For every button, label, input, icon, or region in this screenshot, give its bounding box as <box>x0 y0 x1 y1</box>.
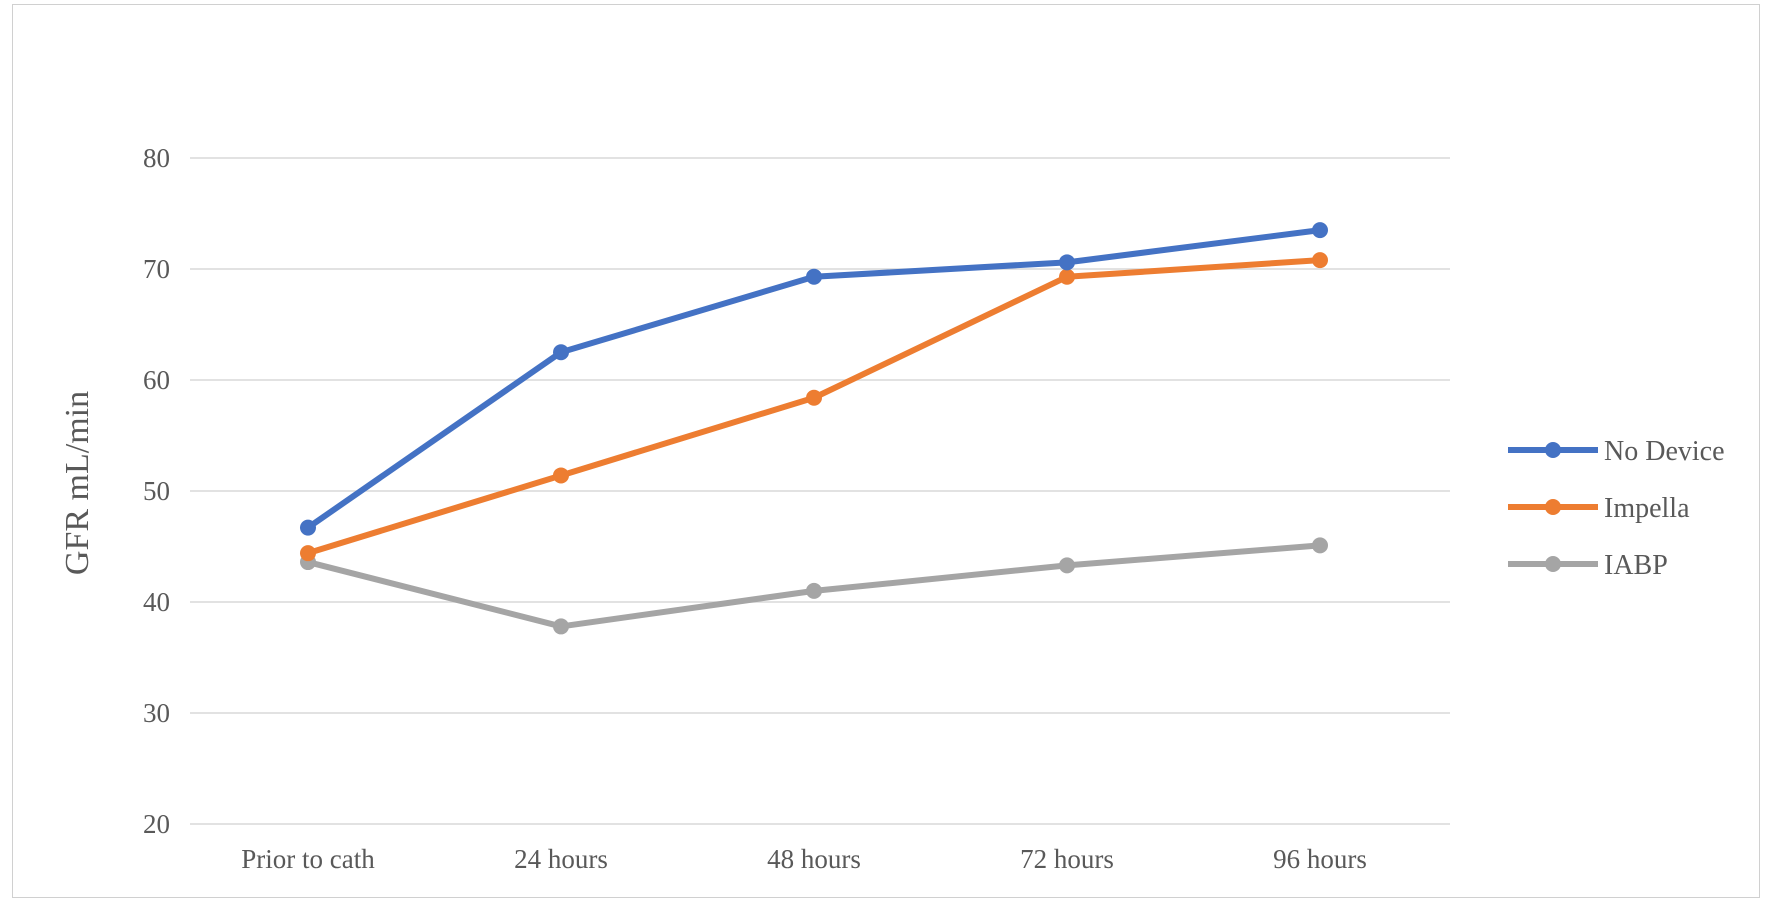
y-tick-label: 70 <box>143 254 170 284</box>
data-point <box>1312 537 1328 554</box>
legend-swatch-marker <box>1545 556 1561 572</box>
data-point <box>806 268 822 285</box>
y-tick-label: 80 <box>143 143 170 173</box>
legend-item-no-device: No Device <box>1508 436 1725 467</box>
legend-item-iabp: IABP <box>1508 550 1668 581</box>
x-tick-label: 24 hours <box>514 844 608 874</box>
data-point <box>806 582 822 599</box>
data-point <box>806 389 822 406</box>
x-tick-label: 96 hours <box>1273 844 1367 874</box>
y-tick-label: 30 <box>143 698 170 728</box>
data-point <box>1312 252 1328 269</box>
x-tick-label: 48 hours <box>767 844 861 874</box>
data-point <box>1059 268 1075 285</box>
chart-frame <box>12 4 1760 898</box>
legend-label: No Device <box>1604 436 1725 467</box>
data-point <box>1312 222 1328 239</box>
series-no-device <box>300 222 1328 536</box>
x-tick-label: 72 hours <box>1020 844 1114 874</box>
data-point <box>1059 557 1075 574</box>
y-tick-label: 20 <box>143 809 170 839</box>
y-axis-title: GFR mL/min <box>59 391 96 575</box>
y-tick-label: 60 <box>143 365 170 395</box>
data-point <box>553 618 569 635</box>
data-point <box>553 344 569 361</box>
y-axis-tick-labels: 20 30 40 50 60 70 80 <box>143 143 170 839</box>
data-point <box>553 467 569 484</box>
y-tick-label: 40 <box>143 587 170 617</box>
series-lines <box>300 222 1328 635</box>
legend-label: Impella <box>1604 493 1690 524</box>
series-iabp <box>300 537 1328 635</box>
x-tick-label: Prior to cath <box>241 844 375 874</box>
legend-swatch-marker <box>1545 442 1561 458</box>
legend-item-impella: Impella <box>1508 493 1690 524</box>
data-point <box>1059 254 1075 271</box>
gridlines <box>190 157 1450 825</box>
series-impella <box>300 252 1328 562</box>
legend: No Device Impella IABP <box>1508 436 1725 581</box>
legend-label: IABP <box>1604 550 1668 581</box>
data-point <box>300 545 316 562</box>
legend-swatch-marker <box>1545 499 1561 515</box>
x-axis-tick-labels: Prior to cath 24 hours 48 hours 72 hours 96 … <box>241 844 1367 874</box>
y-tick-label: 50 <box>143 476 170 506</box>
data-point <box>300 519 316 536</box>
series-line <box>305 257 1323 557</box>
